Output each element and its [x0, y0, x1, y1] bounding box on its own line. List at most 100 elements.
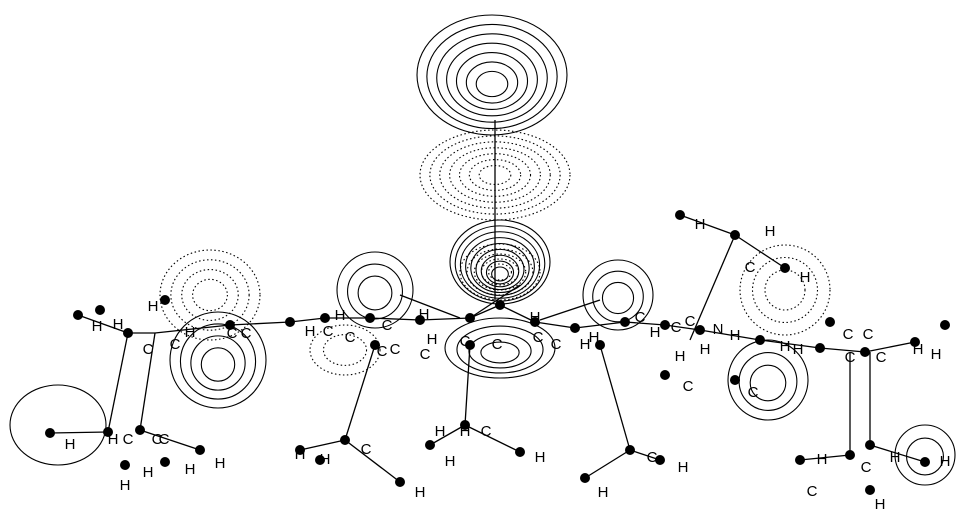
bond: [689, 234, 736, 341]
atom: [620, 317, 630, 327]
bond: [344, 344, 376, 441]
dotted-contour: [192, 278, 228, 312]
atom: [695, 325, 705, 335]
atom-label: H: [148, 298, 159, 315]
bond: [679, 214, 736, 236]
atom-label: H: [817, 451, 828, 468]
atom-label: C: [143, 341, 154, 358]
atom-label: H: [780, 338, 791, 355]
atom: [595, 340, 605, 350]
atom-label: H: [65, 436, 76, 453]
solid-contour: [455, 52, 529, 110]
solid-contour: [436, 33, 548, 123]
solid-contour: [738, 352, 798, 411]
atom: [570, 323, 580, 333]
atom-label: H: [530, 309, 541, 326]
atom-label: H: [875, 496, 886, 510]
atom: [730, 230, 740, 240]
bond: [699, 329, 761, 341]
solid-contour: [894, 424, 956, 486]
atom: [815, 343, 825, 353]
atom-label: C: [635, 309, 646, 326]
atom: [370, 340, 380, 350]
solid-contour: [592, 270, 644, 323]
atom: [195, 445, 205, 455]
solid-contour: [459, 231, 541, 299]
atom: [530, 317, 540, 327]
bond: [289, 317, 326, 323]
solid-contour: [475, 70, 509, 98]
atom: [160, 457, 170, 467]
bond: [77, 314, 129, 334]
dotted-contour: [449, 147, 541, 203]
atom-label: H: [335, 307, 346, 324]
bond: [464, 424, 521, 453]
atom: [225, 320, 235, 330]
bond: [107, 332, 129, 433]
solid-contour: [169, 311, 267, 409]
bond: [534, 321, 576, 329]
solid-contour: [446, 42, 538, 117]
bond: [574, 321, 626, 329]
atom: [865, 440, 875, 450]
atom: [580, 473, 590, 483]
atom-label: H: [415, 484, 426, 501]
atom-label: C: [551, 336, 562, 353]
atom-label: C: [647, 449, 658, 466]
bond: [369, 317, 421, 321]
atom: [495, 300, 505, 310]
atom-label: C: [807, 483, 818, 500]
atom: [425, 440, 435, 450]
atom-label: C: [683, 378, 694, 395]
dotted-contour: [170, 259, 250, 331]
atom: [795, 455, 805, 465]
atom-label: H: [113, 316, 124, 333]
atom: [920, 457, 930, 467]
solid-contour: [601, 281, 635, 315]
bond: [869, 444, 926, 463]
atom-label: H: [92, 318, 103, 335]
atom: [660, 320, 670, 330]
solid-contour: [336, 251, 414, 329]
bond: [759, 339, 821, 349]
bond: [864, 341, 916, 353]
atom-label: H: [730, 327, 741, 344]
atom: [103, 427, 113, 437]
bond: [154, 324, 231, 334]
atom-label: C: [481, 423, 492, 440]
dotted-contour: [439, 141, 551, 209]
solid-contour: [456, 325, 544, 374]
atom-label: H: [700, 341, 711, 358]
atom-label: H: [580, 336, 591, 353]
atom-label: C: [123, 431, 134, 448]
atom-label: C: [863, 326, 874, 343]
bond: [419, 317, 471, 321]
bond: [599, 344, 631, 451]
solid-contour: [749, 364, 787, 402]
atom-label: H: [120, 477, 131, 494]
atom-label: H: [890, 449, 901, 466]
atom-label: H: [143, 464, 154, 481]
solid-contour: [347, 263, 403, 320]
solid-contour: [480, 341, 520, 364]
solid-contour: [444, 317, 556, 379]
atom-label: H: [295, 446, 306, 463]
atom-label: C: [748, 384, 759, 401]
atom-label: C: [492, 336, 503, 353]
atom: [365, 313, 375, 323]
dotted-contour: [739, 244, 831, 336]
atom-label: C: [382, 317, 393, 334]
dotted-contour: [473, 253, 527, 291]
atom-label: H: [460, 423, 471, 440]
atom: [910, 337, 920, 347]
dotted-contour: [751, 256, 819, 324]
solid-contour: [449, 219, 551, 305]
atom-label: C: [159, 431, 170, 448]
solid-contour: [582, 259, 654, 331]
dotted-contour: [419, 129, 571, 221]
atom-label: H: [535, 449, 546, 466]
bond: [229, 321, 291, 326]
atom-label: H: [419, 306, 430, 323]
atom-label: C: [533, 329, 544, 346]
atom-label: H: [427, 331, 438, 348]
